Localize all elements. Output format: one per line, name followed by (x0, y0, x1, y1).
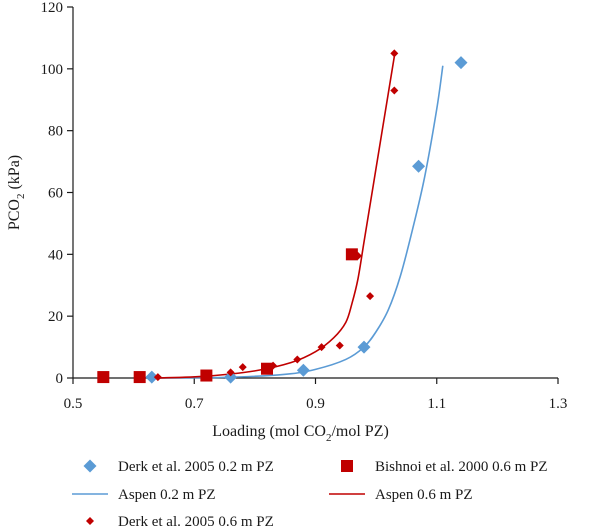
data-point (269, 361, 278, 370)
legend-label: Derk et al. 2005 0.2 m PZ (118, 459, 274, 475)
data-point (357, 340, 371, 354)
y-axis-label-sub: 2 (15, 194, 27, 200)
y-tick-label: 0 (56, 371, 64, 387)
series-line-path (151, 65, 444, 379)
axes: 0 20 40 60 80 100 120 0.5 0.7 0.9 1.1 1.3 Loading (m… (6, 0, 567, 444)
y-axis-label-rest: (kPa) (6, 155, 23, 194)
legend-item: Bishnoi et al. 2000 0.6 m PZ (341, 459, 548, 475)
legend-marker-swatch (83, 459, 97, 473)
x-tick-label: 1.3 (549, 396, 568, 412)
x-tick-label: 1.1 (427, 396, 446, 412)
y-axis-label: PCO2 (kPa) (6, 155, 27, 230)
legend: Derk et al. 2005 0.2 m PZ Bishnoi et al. … (72, 459, 548, 527)
data-point (366, 292, 375, 301)
data-point (412, 159, 426, 173)
legend-item: Aspen 0.6 m PZ (329, 487, 473, 503)
legend-marker-swatch (341, 460, 353, 472)
x-tick-label: 0.5 (64, 396, 83, 412)
y-tick-label: 40 (48, 247, 63, 263)
data-point (293, 355, 302, 364)
x-axis-label-sub: 2 (326, 432, 332, 444)
data-point (390, 49, 399, 58)
data-point (97, 371, 110, 384)
data-point (224, 370, 238, 384)
y-tick-label: 100 (41, 62, 64, 78)
data-point (317, 343, 326, 352)
y-tick-label: 80 (48, 124, 63, 140)
y-axis-label-main: PCO (6, 199, 23, 230)
data-point (390, 86, 399, 95)
data-point (353, 251, 362, 260)
legend-label: Derk et al. 2005 0.6 m PZ (118, 514, 274, 527)
x-tick-label: 0.9 (306, 396, 325, 412)
x-axis-label: Loading (mol CO2/mol PZ) (212, 423, 389, 444)
series-line-2 (151, 65, 444, 379)
y-tick-label: 60 (48, 186, 63, 202)
data-point (133, 371, 146, 384)
data-point (335, 341, 344, 350)
legend-label: Bishnoi et al. 2000 0.6 m PZ (375, 459, 548, 475)
data-point (226, 368, 235, 377)
x-axis-label-main: Loading (mol CO (212, 423, 326, 440)
data-point (145, 370, 159, 384)
data-point (153, 373, 162, 382)
data-point (296, 363, 310, 377)
data-point (202, 371, 211, 380)
legend-marker-swatch (86, 517, 94, 525)
data-point (238, 363, 247, 372)
x-tick-label: 0.7 (185, 396, 204, 412)
series-line-3 (157, 56, 396, 379)
y-tick-label: 20 (48, 309, 63, 325)
data-point (454, 56, 468, 70)
legend-item: Aspen 0.2 m PZ (72, 487, 216, 503)
series-markers-0 (145, 56, 468, 384)
x-axis-label-rest: /mol PZ) (331, 423, 388, 440)
y-tick-label: 120 (41, 0, 64, 16)
legend-label: Aspen 0.6 m PZ (375, 487, 473, 503)
legend-label: Aspen 0.2 m PZ (118, 487, 216, 503)
plot-area (97, 49, 468, 384)
series-markers-1 (97, 248, 358, 384)
legend-item: Derk et al. 2005 0.6 m PZ (86, 514, 274, 527)
series-line-path (157, 56, 396, 379)
data-point (345, 248, 358, 261)
legend-item: Derk et al. 2005 0.2 m PZ (83, 459, 274, 475)
series-markers-4 (153, 49, 399, 382)
